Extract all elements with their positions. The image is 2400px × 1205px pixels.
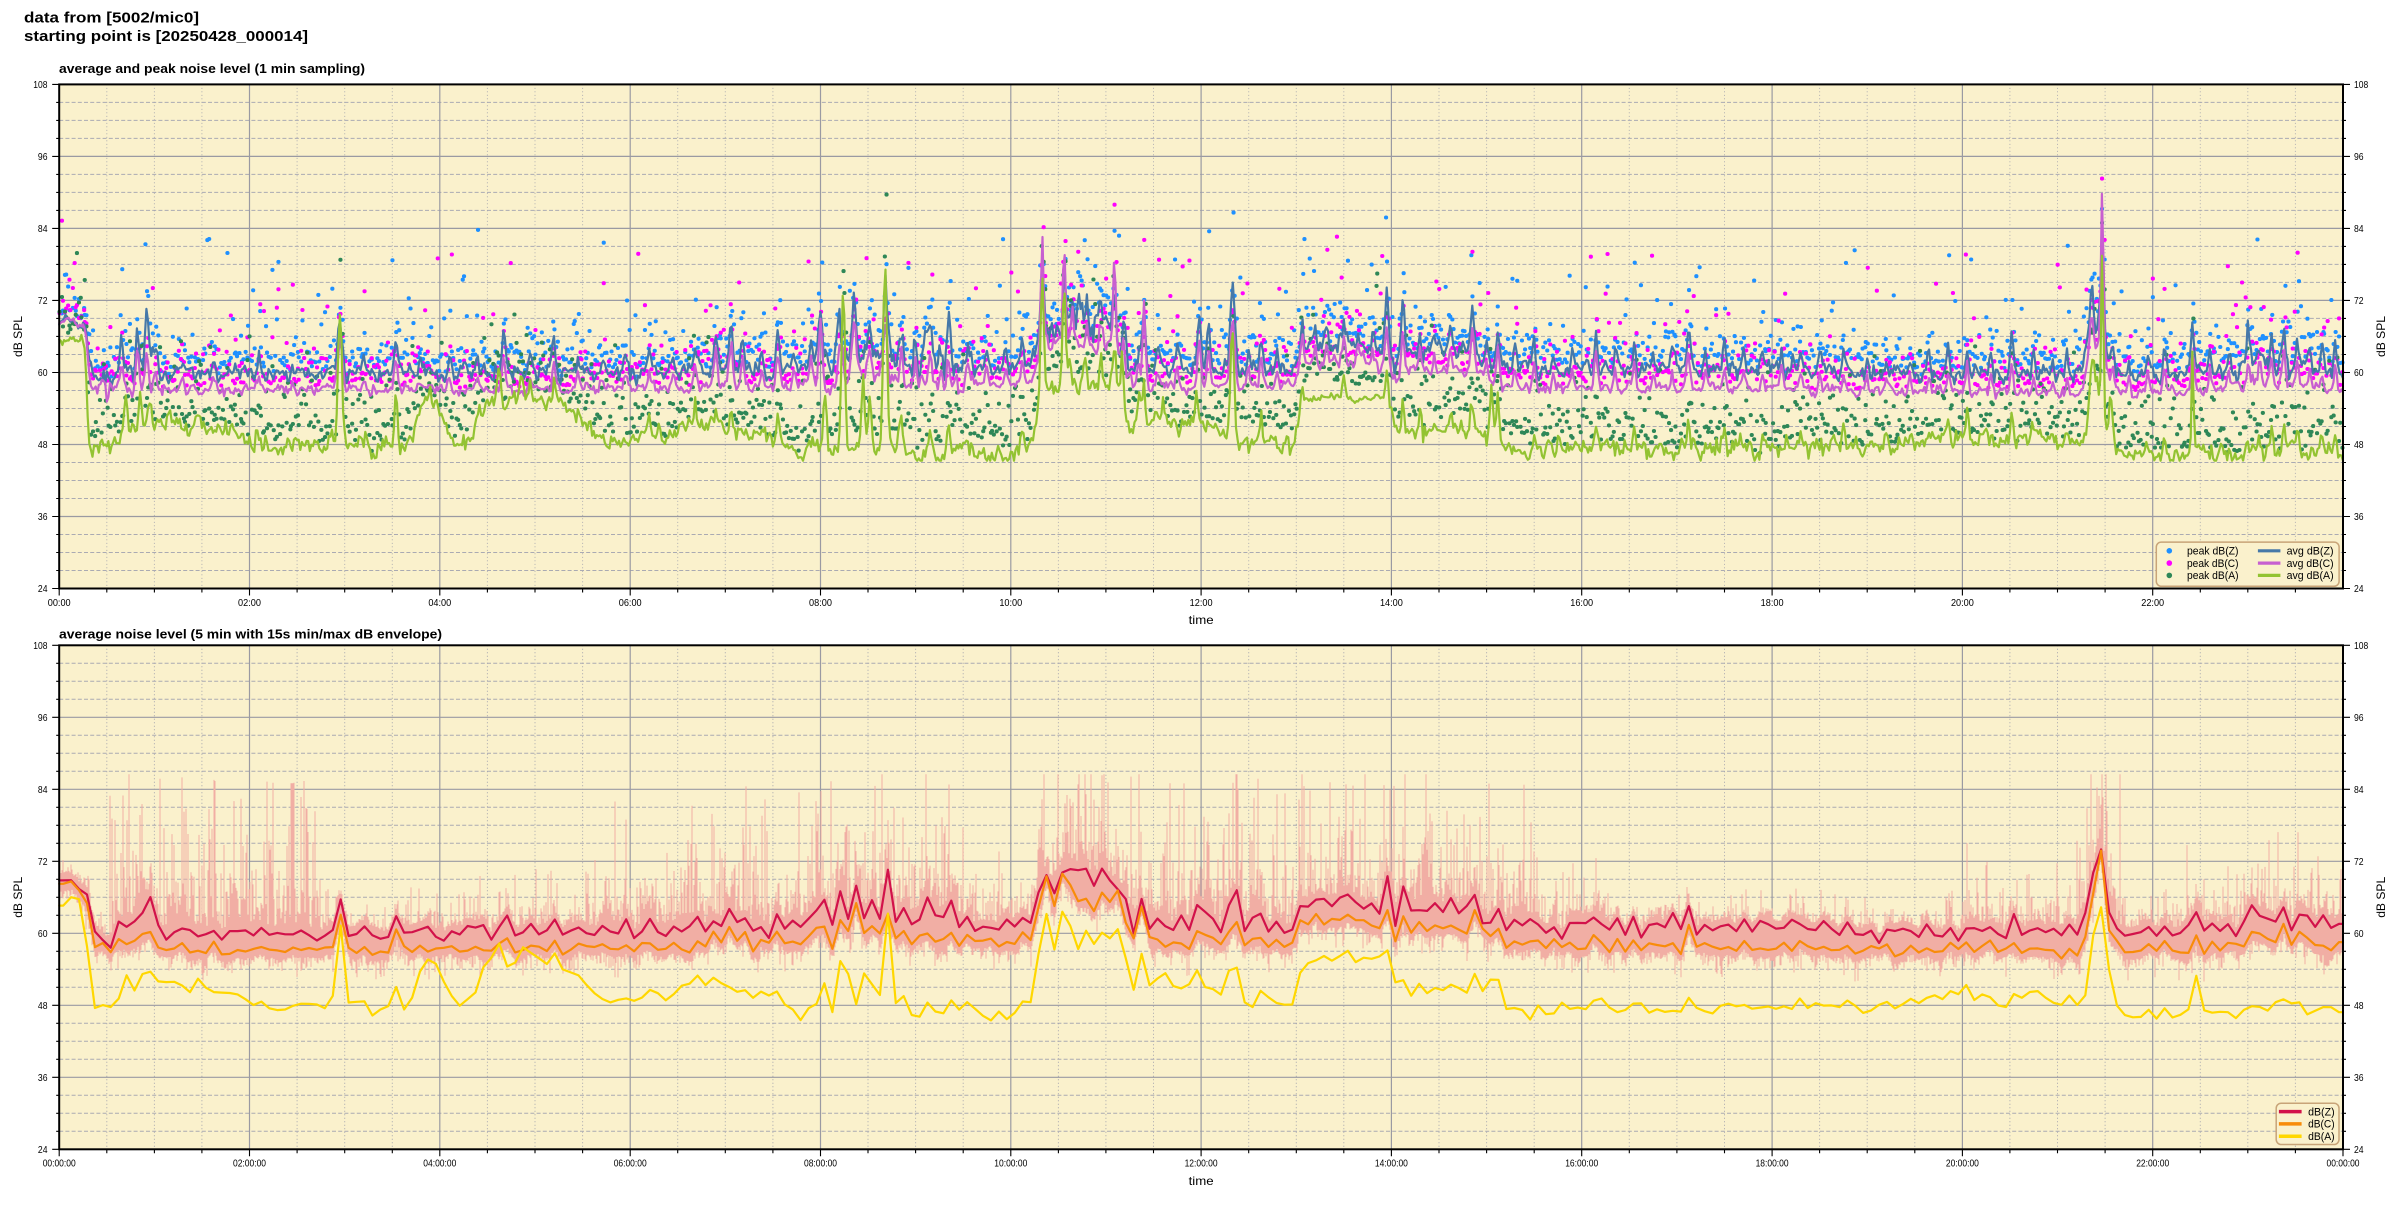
svg-text:18:00: 18:00 [1761, 598, 1784, 609]
svg-text:starting point is [20250428_00: starting point is [20250428_000014] [24, 29, 308, 45]
svg-text:avg dB(A): avg dB(A) [2287, 570, 2334, 582]
svg-text:time: time [1189, 1174, 1214, 1188]
svg-text:96: 96 [2354, 152, 2364, 163]
svg-text:data from [5002/mic0]: data from [5002/mic0] [24, 11, 199, 27]
svg-text:96: 96 [38, 713, 48, 724]
svg-text:20:00:00: 20:00:00 [1946, 1159, 1979, 1170]
svg-text:dB(C): dB(C) [2308, 1119, 2335, 1131]
svg-text:84: 84 [2354, 224, 2364, 235]
svg-text:avg dB(C): avg dB(C) [2287, 558, 2334, 570]
svg-text:peak dB(Z): peak dB(Z) [2187, 546, 2239, 558]
svg-text:avg dB(Z): avg dB(Z) [2287, 546, 2334, 558]
svg-text:06:00:00: 06:00:00 [614, 1159, 647, 1170]
svg-text:72: 72 [2354, 857, 2364, 868]
svg-text:24: 24 [38, 584, 48, 595]
svg-text:dB(Z): dB(Z) [2308, 1106, 2335, 1118]
svg-text:06:00: 06:00 [619, 598, 642, 609]
svg-text:04:00: 04:00 [428, 598, 451, 609]
svg-text:08:00:00: 08:00:00 [804, 1159, 837, 1170]
svg-text:dB SPL: dB SPL [11, 876, 25, 917]
svg-text:12:00:00: 12:00:00 [1185, 1159, 1218, 1170]
svg-text:24: 24 [2354, 584, 2364, 595]
svg-text:24: 24 [2354, 1145, 2364, 1156]
svg-text:20:00: 20:00 [1951, 598, 1974, 609]
svg-text:96: 96 [38, 152, 48, 163]
svg-text:peak dB(A): peak dB(A) [2187, 570, 2239, 582]
svg-text:10:00:00: 10:00:00 [994, 1159, 1027, 1170]
svg-text:24: 24 [38, 1145, 48, 1156]
svg-text:02:00:00: 02:00:00 [233, 1159, 266, 1170]
svg-text:84: 84 [38, 224, 48, 235]
svg-text:04:00:00: 04:00:00 [423, 1159, 456, 1170]
svg-text:108: 108 [2354, 80, 2369, 91]
svg-text:time: time [1189, 613, 1214, 627]
svg-text:22:00: 22:00 [2141, 598, 2164, 609]
svg-text:36: 36 [2354, 512, 2364, 523]
svg-text:18:00:00: 18:00:00 [1756, 1159, 1789, 1170]
svg-text:36: 36 [38, 1073, 48, 1084]
svg-text:08:00: 08:00 [809, 598, 832, 609]
svg-text:dB SPL: dB SPL [2374, 876, 2388, 917]
svg-text:peak dB(C): peak dB(C) [2187, 558, 2239, 570]
svg-text:average and peak noise level (: average and peak noise level (1 min samp… [59, 62, 365, 76]
svg-text:48: 48 [38, 1001, 48, 1012]
svg-text:60: 60 [38, 368, 48, 379]
svg-text:36: 36 [38, 512, 48, 523]
svg-text:108: 108 [33, 80, 48, 91]
svg-text:10:00: 10:00 [999, 598, 1022, 609]
svg-text:12:00: 12:00 [1190, 598, 1213, 609]
svg-text:16:00:00: 16:00:00 [1565, 1159, 1598, 1170]
svg-text:average noise level (5 min wit: average noise level (5 min with 15s min/… [59, 627, 442, 641]
svg-text:108: 108 [2354, 641, 2369, 652]
svg-text:60: 60 [38, 929, 48, 940]
svg-text:00:00:00: 00:00:00 [2327, 1159, 2360, 1170]
svg-text:84: 84 [2354, 785, 2364, 796]
svg-text:60: 60 [2354, 368, 2364, 379]
svg-text:108: 108 [33, 641, 48, 652]
svg-text:60: 60 [2354, 929, 2364, 940]
svg-text:48: 48 [2354, 440, 2364, 451]
svg-text:dB(A): dB(A) [2308, 1131, 2335, 1143]
svg-text:22:00:00: 22:00:00 [2136, 1159, 2169, 1170]
svg-text:16:00: 16:00 [1570, 598, 1593, 609]
svg-text:02:00: 02:00 [238, 598, 261, 609]
svg-text:00:00:00: 00:00:00 [43, 1159, 76, 1170]
svg-text:dB SPL: dB SPL [11, 316, 25, 357]
svg-text:84: 84 [38, 785, 48, 796]
svg-text:96: 96 [2354, 713, 2364, 724]
svg-text:14:00:00: 14:00:00 [1375, 1159, 1408, 1170]
svg-text:14:00: 14:00 [1380, 598, 1403, 609]
svg-text:72: 72 [38, 857, 48, 868]
svg-text:72: 72 [2354, 296, 2364, 307]
svg-text:72: 72 [38, 296, 48, 307]
svg-text:36: 36 [2354, 1073, 2364, 1084]
svg-text:00:00: 00:00 [48, 598, 71, 609]
svg-text:dB SPL: dB SPL [2374, 316, 2388, 357]
svg-text:48: 48 [38, 440, 48, 451]
svg-text:48: 48 [2354, 1001, 2364, 1012]
